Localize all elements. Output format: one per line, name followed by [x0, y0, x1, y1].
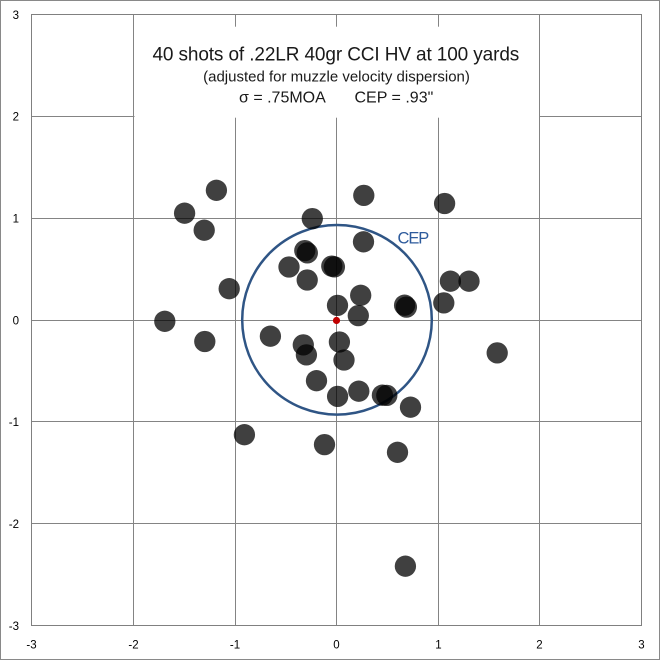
svg-text:2: 2	[536, 640, 542, 652]
svg-text:3: 3	[638, 640, 644, 652]
svg-text:-1: -1	[230, 640, 240, 652]
svg-text:-1: -1	[9, 417, 19, 429]
svg-text:0: 0	[333, 640, 339, 652]
svg-text:σ = .75MOA: σ = .75MOA	[239, 90, 326, 107]
svg-text:2: 2	[13, 112, 19, 124]
svg-text:-3: -3	[9, 621, 19, 633]
svg-text:1: 1	[13, 214, 19, 226]
svg-text:-2: -2	[9, 519, 19, 531]
svg-text:-3: -3	[26, 640, 36, 652]
svg-text:-2: -2	[128, 640, 138, 652]
svg-text:CEP = .93": CEP = .93"	[355, 90, 434, 107]
svg-text:3: 3	[13, 10, 19, 22]
svg-text:1: 1	[435, 640, 441, 652]
svg-text:0: 0	[13, 315, 19, 327]
svg-text:40 shots of .22LR 40gr CCI HV: 40 shots of .22LR 40gr CCI HV at 100 yar…	[152, 45, 519, 66]
svg-text:CEP: CEP	[398, 229, 430, 247]
svg-text:(adjusted for muzzle velocity: (adjusted for muzzle velocity dispersion…	[203, 69, 470, 86]
